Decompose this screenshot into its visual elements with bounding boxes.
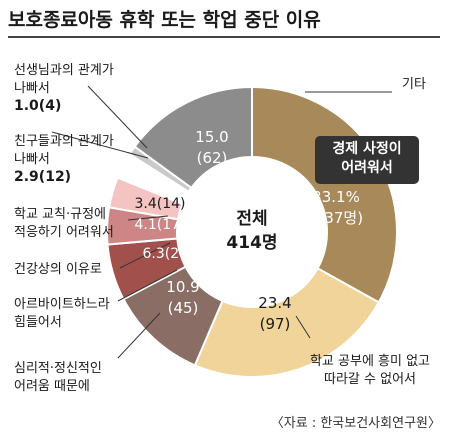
- slice-value-label: 3.4(14): [134, 196, 185, 212]
- slice-value-label: 2.9(12): [14, 169, 71, 185]
- slice-count-label: (45): [168, 299, 199, 317]
- leader-line: [127, 215, 169, 221]
- slice-value-label: 4.1(17): [134, 217, 185, 233]
- leader-lines: [51, 85, 392, 359]
- category-label: 어려움 때문에: [14, 379, 90, 394]
- slice-value-label: 1.0(4): [14, 98, 61, 114]
- leader-line: [295, 315, 311, 339]
- slice-value-label: 6.3(26): [142, 246, 193, 262]
- category-label: 친구들과의 관계가: [14, 134, 114, 149]
- category-label: 나빠서: [14, 81, 50, 96]
- category-label: 학교 교칙·규정에: [14, 207, 106, 222]
- slice-count-label: (97): [260, 315, 291, 333]
- slice-value-labels: 33.1% (137명) 23.4 (97) 10.9 (45) 6.3(26) 4.1(17…: [134, 128, 363, 333]
- slice-count-label: (137명): [309, 209, 363, 227]
- slice-value-label: 15.0: [195, 128, 228, 146]
- center-label: 전체: [236, 209, 267, 229]
- slice-value-label: 33.1%: [312, 188, 360, 206]
- category-label: 힘들어서: [14, 315, 62, 330]
- category-label: 심리적·정신적인: [14, 361, 102, 376]
- source-note: 〈자료 : 한국보건사회연구원〉: [271, 416, 441, 431]
- leader-line: [87, 85, 148, 149]
- highlight-label-box: [315, 136, 419, 184]
- category-label: 적응하기 어려워서: [14, 225, 114, 240]
- slice-8: [133, 85, 253, 190]
- leader-line: [51, 131, 149, 159]
- category-label: 건강상의 이유로: [14, 262, 102, 277]
- category-label: 나빠서: [14, 152, 50, 167]
- category-label: 기타: [402, 77, 426, 92]
- slice-count-label: (62): [197, 149, 228, 167]
- leader-line: [117, 312, 161, 359]
- center-total: 414명: [226, 233, 277, 253]
- leader-line: [119, 242, 171, 269]
- category-label: 선생님과의 관계가: [14, 63, 114, 78]
- category-label: 아르바이트하느라: [14, 297, 110, 312]
- category-label: 따라갈 수 없어서: [324, 372, 416, 387]
- leader-line: [117, 269, 178, 302]
- title-underline: [8, 36, 440, 38]
- chart-title: 보호종료아동 휴학 또는 학업 중단 이유: [8, 9, 321, 31]
- category-label: 학교 공부에 흥미 없고: [310, 354, 430, 369]
- slice-1: [193, 267, 381, 378]
- slice-value-label: 23.4: [258, 294, 291, 312]
- slice-value-label: 10.9: [166, 278, 199, 296]
- category-label: 어려워서: [341, 159, 393, 176]
- category-label: 경제 사정이: [332, 140, 401, 157]
